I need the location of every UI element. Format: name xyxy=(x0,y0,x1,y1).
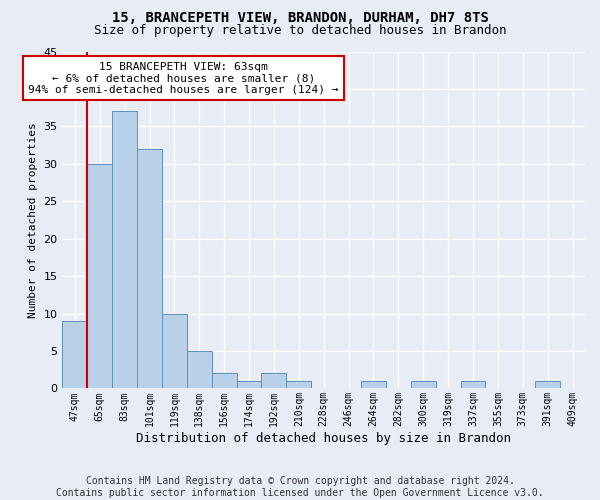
Bar xyxy=(411,381,436,388)
Bar xyxy=(286,381,311,388)
Y-axis label: Number of detached properties: Number of detached properties xyxy=(28,122,38,318)
Bar xyxy=(87,164,112,388)
Bar xyxy=(137,149,162,388)
Bar xyxy=(212,374,236,388)
Bar xyxy=(236,381,262,388)
Text: Contains HM Land Registry data © Crown copyright and database right 2024.
Contai: Contains HM Land Registry data © Crown c… xyxy=(56,476,544,498)
Text: 15 BRANCEPETH VIEW: 63sqm
← 6% of detached houses are smaller (8)
94% of semi-de: 15 BRANCEPETH VIEW: 63sqm ← 6% of detach… xyxy=(28,62,339,95)
Bar xyxy=(62,321,87,388)
Bar xyxy=(112,112,137,388)
Bar xyxy=(535,381,560,388)
Text: 15, BRANCEPETH VIEW, BRANDON, DURHAM, DH7 8TS: 15, BRANCEPETH VIEW, BRANDON, DURHAM, DH… xyxy=(112,11,488,25)
Bar xyxy=(361,381,386,388)
Bar xyxy=(262,374,286,388)
Text: Size of property relative to detached houses in Brandon: Size of property relative to detached ho… xyxy=(94,24,506,37)
Bar xyxy=(461,381,485,388)
Bar xyxy=(187,351,212,389)
X-axis label: Distribution of detached houses by size in Brandon: Distribution of detached houses by size … xyxy=(136,432,511,445)
Bar xyxy=(162,314,187,388)
